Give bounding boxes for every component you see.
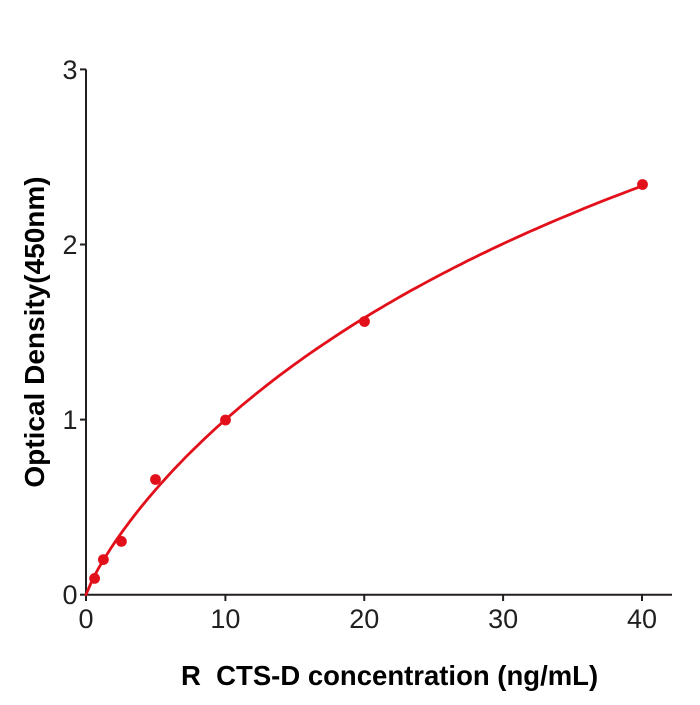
svg-text:30: 30 [488, 604, 518, 634]
svg-text:1: 1 [62, 405, 77, 435]
svg-text:20: 20 [349, 604, 379, 634]
svg-text:10: 10 [210, 604, 240, 634]
svg-text:R CTS-D concentration (ng/mL): R CTS-D concentration (ng/mL) [181, 660, 598, 691]
svg-text:40: 40 [627, 604, 657, 634]
svg-text:Optical Density(450nm): Optical Density(450nm) [19, 176, 50, 487]
svg-text:0: 0 [62, 580, 77, 610]
svg-text:0: 0 [78, 604, 93, 634]
svg-text:3: 3 [62, 55, 77, 85]
svg-text:2: 2 [62, 230, 77, 260]
